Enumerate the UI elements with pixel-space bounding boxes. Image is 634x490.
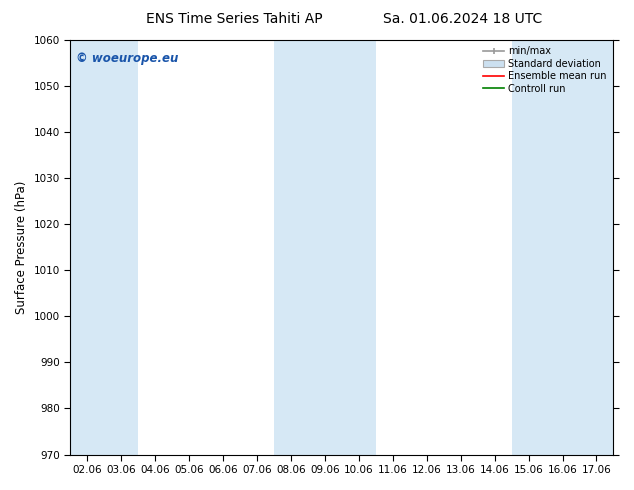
Legend: min/max, Standard deviation, Ensemble mean run, Controll run: min/max, Standard deviation, Ensemble me…	[481, 45, 609, 96]
Bar	[512, 40, 614, 455]
Bar	[70, 40, 138, 455]
Text: ENS Time Series Tahiti AP: ENS Time Series Tahiti AP	[146, 12, 323, 26]
Text: © woeurope.eu: © woeurope.eu	[75, 52, 178, 65]
Y-axis label: Surface Pressure (hPa): Surface Pressure (hPa)	[15, 180, 28, 314]
Bar	[274, 40, 376, 455]
Text: Sa. 01.06.2024 18 UTC: Sa. 01.06.2024 18 UTC	[383, 12, 543, 26]
